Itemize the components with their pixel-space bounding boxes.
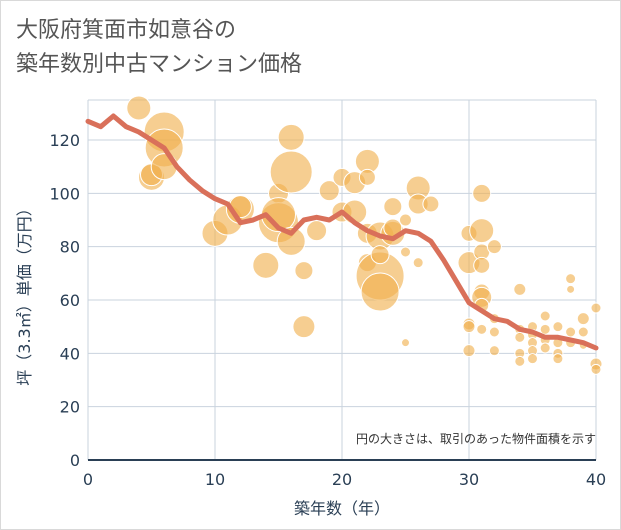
chart-title-line-2: 築年数別中古マンション価格: [16, 52, 303, 77]
bubble-point: [539, 323, 551, 335]
bubble-point: [472, 183, 492, 203]
bubble-point: [552, 353, 564, 365]
transaction-bubbles: [126, 95, 603, 375]
bubble-point: [401, 338, 410, 348]
bubble-point: [360, 272, 400, 312]
bubble-point: [565, 273, 577, 285]
bubble-point: [399, 213, 412, 227]
chart-title-line-1: 大阪府箕面市如意谷の: [16, 18, 237, 43]
bubble-point: [277, 123, 305, 151]
bubble-point: [539, 310, 551, 322]
bubble-point: [318, 180, 340, 202]
x-axis-title: 築年数（年）: [294, 499, 390, 518]
bubble-point: [576, 312, 590, 326]
bubble-point: [527, 353, 538, 365]
x-tick-label: 10: [205, 470, 225, 489]
bubble-point: [412, 257, 424, 269]
bubble-point: [383, 197, 403, 217]
bubble-point: [276, 226, 306, 256]
y-tick-label: 120: [49, 131, 80, 150]
y-tick-label: 40: [60, 344, 80, 363]
bubble-point: [476, 323, 488, 335]
x-tick-label: 40: [586, 470, 606, 489]
average-price-line: [85, 113, 599, 351]
bubble-point: [370, 245, 390, 265]
bubble-point: [514, 331, 526, 343]
bubble-point: [469, 218, 495, 244]
bubble-point: [488, 345, 500, 357]
bubble-point: [126, 95, 152, 121]
bubble-point: [269, 150, 313, 194]
bubble-point: [488, 326, 500, 338]
bubble-point: [294, 261, 314, 281]
x-tick-label: 0: [83, 470, 93, 489]
bubble-point: [590, 363, 602, 375]
y-tick-label: 0: [70, 451, 80, 470]
bubble-point: [514, 355, 526, 367]
bubble-point: [577, 326, 589, 338]
bubble-point: [400, 246, 411, 258]
grid-lines: [87, 99, 597, 460]
bubble-point: [358, 168, 376, 186]
y-axis-title: 坪（3.3㎡）単価（万円）: [15, 200, 34, 385]
bubble-point: [486, 239, 502, 255]
bubble-point: [422, 195, 440, 213]
bubble-point: [252, 251, 280, 279]
bubble-point: [306, 220, 328, 242]
bubble-point: [513, 282, 527, 296]
chart-title: 大阪府箕面市如意谷の 築年数別中古マンション価格: [16, 14, 302, 82]
bubble-point: [473, 256, 491, 274]
size-legend-note: 円の大きさは、取引のあった物件面積を示す: [356, 431, 596, 446]
bubble-point: [462, 344, 476, 358]
bubble-point: [552, 321, 564, 333]
x-tick-label: 30: [459, 470, 479, 489]
bubble-point: [462, 320, 476, 334]
y-tick-label: 60: [60, 291, 80, 310]
bubble-point: [590, 302, 602, 314]
y-tick-label: 80: [60, 238, 80, 257]
bubble-point: [292, 315, 316, 339]
y-tick-label: 100: [49, 184, 80, 203]
bubble-point: [566, 284, 576, 294]
bubble-point: [565, 326, 577, 338]
y-tick-label: 20: [60, 398, 80, 417]
bubble-point: [539, 342, 551, 354]
axis-ticks: 0 20 40 60 80 100 120 0 10 20 30 40: [49, 131, 606, 489]
x-tick-label: 20: [332, 470, 352, 489]
